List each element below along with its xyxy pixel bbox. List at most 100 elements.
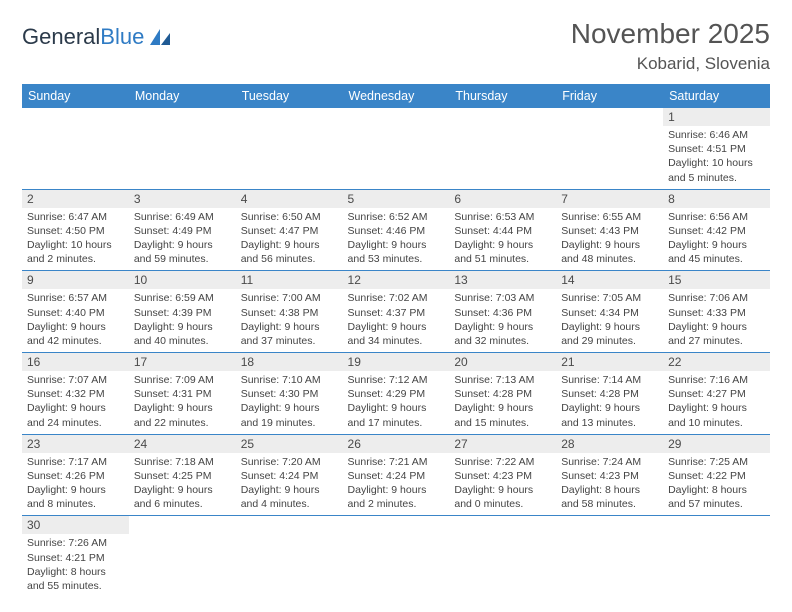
weekday-header-row: Sunday Monday Tuesday Wednesday Thursday… [22,84,770,108]
day-number: 25 [236,435,343,453]
day-number: 12 [343,271,450,289]
day-number: 24 [129,435,236,453]
daylight-text: Daylight: 9 hours and 2 minutes. [348,483,445,511]
sunset-text: Sunset: 4:40 PM [27,306,124,320]
day-number: 6 [449,190,556,208]
day-body: Sunrise: 7:17 AMSunset: 4:26 PMDaylight:… [22,453,129,516]
daylight-text: Daylight: 9 hours and 4 minutes. [241,483,338,511]
sunset-text: Sunset: 4:30 PM [241,387,338,401]
sunset-text: Sunset: 4:31 PM [134,387,231,401]
calendar-row: 30Sunrise: 7:26 AMSunset: 4:21 PMDayligh… [22,516,770,597]
calendar-cell [449,516,556,597]
day-body: Sunrise: 7:16 AMSunset: 4:27 PMDaylight:… [663,371,770,434]
day-number: 30 [22,516,129,534]
day-number: 1 [663,108,770,126]
weekday-header: Tuesday [236,84,343,108]
day-body: Sunrise: 7:02 AMSunset: 4:37 PMDaylight:… [343,289,450,352]
day-body: Sunrise: 7:13 AMSunset: 4:28 PMDaylight:… [449,371,556,434]
daylight-text: Daylight: 9 hours and 59 minutes. [134,238,231,266]
day-number: 21 [556,353,663,371]
day-body: Sunrise: 7:26 AMSunset: 4:21 PMDaylight:… [22,534,129,597]
day-number: 27 [449,435,556,453]
sunrise-text: Sunrise: 6:55 AM [561,210,658,224]
sunset-text: Sunset: 4:26 PM [27,469,124,483]
calendar-cell [556,108,663,189]
weekday-header: Monday [129,84,236,108]
calendar-cell [129,516,236,597]
day-body: Sunrise: 6:55 AMSunset: 4:43 PMDaylight:… [556,208,663,271]
day-body: Sunrise: 7:00 AMSunset: 4:38 PMDaylight:… [236,289,343,352]
calendar-row: 1Sunrise: 6:46 AMSunset: 4:51 PMDaylight… [22,108,770,189]
weekday-header: Saturday [663,84,770,108]
sunset-text: Sunset: 4:28 PM [454,387,551,401]
calendar-row: 16Sunrise: 7:07 AMSunset: 4:32 PMDayligh… [22,353,770,435]
calendar-cell [22,108,129,189]
daylight-text: Daylight: 9 hours and 32 minutes. [454,320,551,348]
daylight-text: Daylight: 9 hours and 53 minutes. [348,238,445,266]
calendar-cell: 30Sunrise: 7:26 AMSunset: 4:21 PMDayligh… [22,516,129,597]
day-body: Sunrise: 7:07 AMSunset: 4:32 PMDaylight:… [22,371,129,434]
daylight-text: Daylight: 10 hours and 5 minutes. [668,156,765,184]
calendar-cell: 13Sunrise: 7:03 AMSunset: 4:36 PMDayligh… [449,271,556,353]
logo: GeneralBlue [22,24,174,50]
daylight-text: Daylight: 9 hours and 42 minutes. [27,320,124,348]
day-number: 4 [236,190,343,208]
sunset-text: Sunset: 4:33 PM [668,306,765,320]
calendar-cell: 22Sunrise: 7:16 AMSunset: 4:27 PMDayligh… [663,353,770,435]
calendar-cell: 26Sunrise: 7:21 AMSunset: 4:24 PMDayligh… [343,434,450,516]
calendar-cell: 21Sunrise: 7:14 AMSunset: 4:28 PMDayligh… [556,353,663,435]
calendar-cell [129,108,236,189]
day-body: Sunrise: 7:22 AMSunset: 4:23 PMDaylight:… [449,453,556,516]
daylight-text: Daylight: 8 hours and 55 minutes. [27,565,124,593]
daylight-text: Daylight: 9 hours and 15 minutes. [454,401,551,429]
weekday-header: Wednesday [343,84,450,108]
sunrise-text: Sunrise: 7:00 AM [241,291,338,305]
sunrise-text: Sunrise: 6:53 AM [454,210,551,224]
day-number: 7 [556,190,663,208]
day-number: 15 [663,271,770,289]
day-body: Sunrise: 6:52 AMSunset: 4:46 PMDaylight:… [343,208,450,271]
logo-text-blue: Blue [100,24,144,50]
sunset-text: Sunset: 4:39 PM [134,306,231,320]
day-number: 5 [343,190,450,208]
calendar-cell: 23Sunrise: 7:17 AMSunset: 4:26 PMDayligh… [22,434,129,516]
day-body: Sunrise: 7:05 AMSunset: 4:34 PMDaylight:… [556,289,663,352]
location: Kobarid, Slovenia [571,54,770,74]
calendar-cell: 16Sunrise: 7:07 AMSunset: 4:32 PMDayligh… [22,353,129,435]
calendar-row: 2Sunrise: 6:47 AMSunset: 4:50 PMDaylight… [22,189,770,271]
sunrise-text: Sunrise: 7:18 AM [134,455,231,469]
day-number: 3 [129,190,236,208]
calendar-cell: 4Sunrise: 6:50 AMSunset: 4:47 PMDaylight… [236,189,343,271]
daylight-text: Daylight: 9 hours and 0 minutes. [454,483,551,511]
sunset-text: Sunset: 4:37 PM [348,306,445,320]
calendar-cell: 6Sunrise: 6:53 AMSunset: 4:44 PMDaylight… [449,189,556,271]
sunrise-text: Sunrise: 7:06 AM [668,291,765,305]
sunset-text: Sunset: 4:44 PM [454,224,551,238]
sunrise-text: Sunrise: 7:13 AM [454,373,551,387]
sunset-text: Sunset: 4:51 PM [668,142,765,156]
logo-sail-icon [148,27,174,47]
sunrise-text: Sunrise: 7:17 AM [27,455,124,469]
calendar-cell [236,516,343,597]
day-number: 19 [343,353,450,371]
sunrise-text: Sunrise: 7:09 AM [134,373,231,387]
day-number: 11 [236,271,343,289]
day-number: 20 [449,353,556,371]
daylight-text: Daylight: 9 hours and 6 minutes. [134,483,231,511]
calendar-cell: 18Sunrise: 7:10 AMSunset: 4:30 PMDayligh… [236,353,343,435]
weekday-header: Sunday [22,84,129,108]
calendar-cell: 1Sunrise: 6:46 AMSunset: 4:51 PMDaylight… [663,108,770,189]
calendar-cell [663,516,770,597]
calendar-cell: 29Sunrise: 7:25 AMSunset: 4:22 PMDayligh… [663,434,770,516]
day-number: 10 [129,271,236,289]
sunrise-text: Sunrise: 6:56 AM [668,210,765,224]
sunrise-text: Sunrise: 7:02 AM [348,291,445,305]
day-body: Sunrise: 6:53 AMSunset: 4:44 PMDaylight:… [449,208,556,271]
daylight-text: Daylight: 8 hours and 57 minutes. [668,483,765,511]
sunset-text: Sunset: 4:22 PM [668,469,765,483]
day-number: 23 [22,435,129,453]
day-body: Sunrise: 6:47 AMSunset: 4:50 PMDaylight:… [22,208,129,271]
sunset-text: Sunset: 4:47 PM [241,224,338,238]
sunrise-text: Sunrise: 6:49 AM [134,210,231,224]
logo-text-general: General [22,24,100,50]
